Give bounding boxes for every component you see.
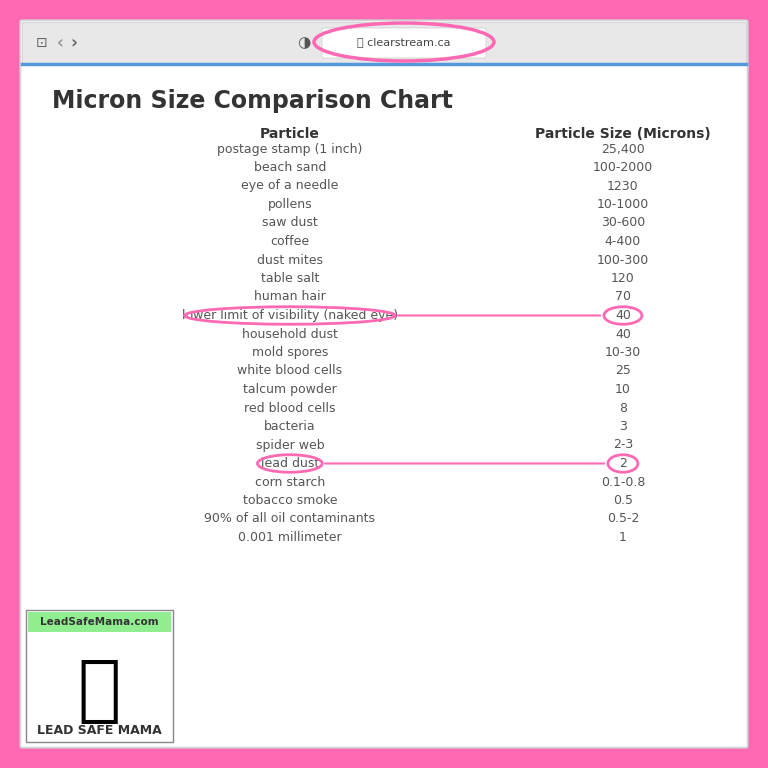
Text: 90% of all oil contaminants: 90% of all oil contaminants: [204, 512, 376, 525]
Text: red blood cells: red blood cells: [244, 402, 336, 415]
Text: LeadSafeMama.com: LeadSafeMama.com: [40, 617, 159, 627]
Text: saw dust: saw dust: [262, 217, 318, 230]
FancyBboxPatch shape: [322, 28, 486, 58]
Text: corn starch: corn starch: [255, 475, 325, 488]
Text: 25,400: 25,400: [601, 143, 645, 155]
Text: 30-600: 30-600: [601, 217, 645, 230]
Text: 100-300: 100-300: [597, 253, 649, 266]
Text: 100-2000: 100-2000: [593, 161, 653, 174]
Text: table salt: table salt: [260, 272, 319, 285]
Text: 8: 8: [619, 402, 627, 415]
Text: 120: 120: [611, 272, 635, 285]
Text: 2: 2: [619, 457, 627, 470]
Text: eye of a needle: eye of a needle: [241, 180, 339, 193]
Text: 10-30: 10-30: [604, 346, 641, 359]
Text: human hair: human hair: [254, 290, 326, 303]
Text: tobacco smoke: tobacco smoke: [243, 494, 337, 507]
Text: ‹: ‹: [57, 34, 64, 52]
Text: 25: 25: [615, 365, 631, 378]
Text: lower limit of visibility (naked eye): lower limit of visibility (naked eye): [182, 309, 398, 322]
Text: bacteria: bacteria: [264, 420, 316, 433]
Text: ›: ›: [71, 34, 78, 52]
Text: 0.1-0.8: 0.1-0.8: [601, 475, 645, 488]
Text: 1230: 1230: [607, 180, 639, 193]
Text: coffee: coffee: [270, 235, 310, 248]
Text: ⊡: ⊡: [36, 36, 48, 50]
Text: 0.5: 0.5: [613, 494, 633, 507]
Text: spider web: spider web: [256, 439, 324, 452]
Text: 0.5-2: 0.5-2: [607, 512, 639, 525]
Text: mold spores: mold spores: [252, 346, 328, 359]
Text: ◑: ◑: [297, 35, 310, 51]
Text: postage stamp (1 inch): postage stamp (1 inch): [217, 143, 362, 155]
Text: 3: 3: [619, 420, 627, 433]
Text: 10-1000: 10-1000: [597, 198, 649, 211]
Text: Particle: Particle: [260, 127, 319, 141]
Text: lead dust: lead dust: [261, 457, 319, 470]
Text: 🔒 clearstream.ca: 🔒 clearstream.ca: [357, 37, 451, 47]
Text: Micron Size Comparison Chart: Micron Size Comparison Chart: [52, 89, 453, 113]
Text: 2-3: 2-3: [613, 439, 633, 452]
Text: 40: 40: [615, 327, 631, 340]
Text: dust mites: dust mites: [257, 253, 323, 266]
Text: beach sand: beach sand: [253, 161, 326, 174]
Text: Particle Size (Microns): Particle Size (Microns): [535, 127, 711, 141]
FancyBboxPatch shape: [22, 64, 746, 746]
Text: white blood cells: white blood cells: [237, 365, 343, 378]
FancyBboxPatch shape: [26, 610, 173, 742]
FancyBboxPatch shape: [20, 20, 748, 748]
Text: 10: 10: [615, 383, 631, 396]
Text: LEAD SAFE MAMA: LEAD SAFE MAMA: [37, 724, 162, 737]
Text: talcum powder: talcum powder: [243, 383, 336, 396]
Text: pollens: pollens: [267, 198, 313, 211]
Text: 0.001 millimeter: 0.001 millimeter: [238, 531, 342, 544]
Text: 70: 70: [615, 290, 631, 303]
FancyBboxPatch shape: [22, 22, 746, 64]
Text: 1: 1: [619, 531, 627, 544]
Text: 40: 40: [615, 309, 631, 322]
FancyBboxPatch shape: [28, 612, 171, 632]
Text: household dust: household dust: [242, 327, 338, 340]
Text: 4-400: 4-400: [604, 235, 641, 248]
Text: 👤: 👤: [78, 657, 121, 726]
